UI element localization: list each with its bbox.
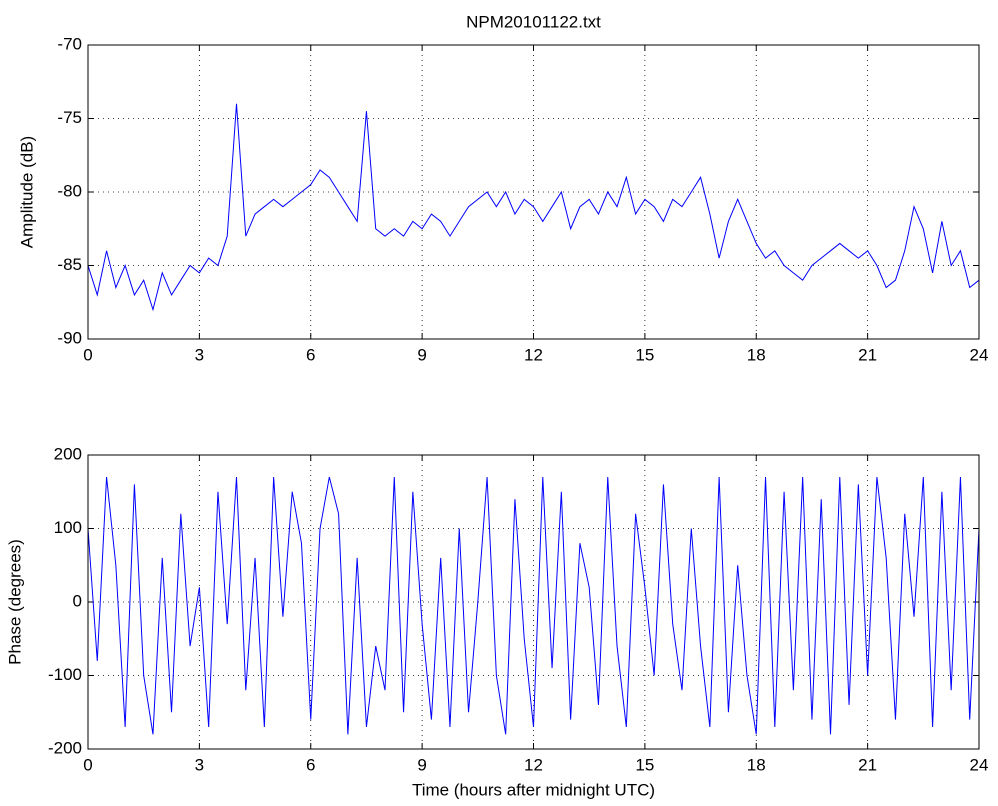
axes-frame [87, 454, 980, 750]
chart-title: NPM20101122.txt [466, 12, 601, 31]
x-tick-label: 9 [417, 345, 426, 364]
y-tick-label: -90 [57, 328, 82, 347]
x-tick-label: 21 [858, 345, 877, 364]
x-tick-label: 6 [306, 345, 315, 364]
y-tick-label: 200 [54, 444, 82, 463]
axes-frame [87, 44, 980, 340]
y-tick-label: -85 [57, 255, 82, 274]
x-axis-label: Time (hours after midnight UTC) [412, 780, 655, 799]
x-tick-label: 18 [747, 345, 766, 364]
y-tick-label: -80 [57, 181, 82, 200]
y-tick-label: -70 [57, 34, 82, 53]
x-tick-label: 3 [195, 755, 204, 774]
x-tick-label: 3 [195, 345, 204, 364]
x-tick-label: 6 [306, 755, 315, 774]
x-tick-label: 24 [970, 345, 989, 364]
y-tick-label: -200 [48, 738, 82, 757]
y-tick-label: 100 [54, 518, 82, 537]
x-tick-label: 12 [524, 345, 543, 364]
x-tick-label: 18 [747, 755, 766, 774]
x-tick-label: 15 [635, 345, 654, 364]
x-tick-label: 12 [524, 755, 543, 774]
y-axis-label: Amplitude (dB) [17, 136, 36, 248]
x-tick-label: 15 [635, 755, 654, 774]
y-tick-label: -75 [57, 108, 82, 127]
x-tick-label: 24 [970, 755, 989, 774]
x-tick-label: 21 [858, 755, 877, 774]
data-line [87, 476, 980, 735]
y-axis-label: Phase (degrees) [5, 539, 24, 665]
x-tick-label: 0 [83, 345, 92, 364]
x-tick-label: 9 [417, 755, 426, 774]
y-tick-label: -100 [48, 665, 82, 684]
x-tick-label: 0 [83, 755, 92, 774]
data-line [87, 103, 980, 312]
y-tick-label: 0 [73, 591, 82, 610]
